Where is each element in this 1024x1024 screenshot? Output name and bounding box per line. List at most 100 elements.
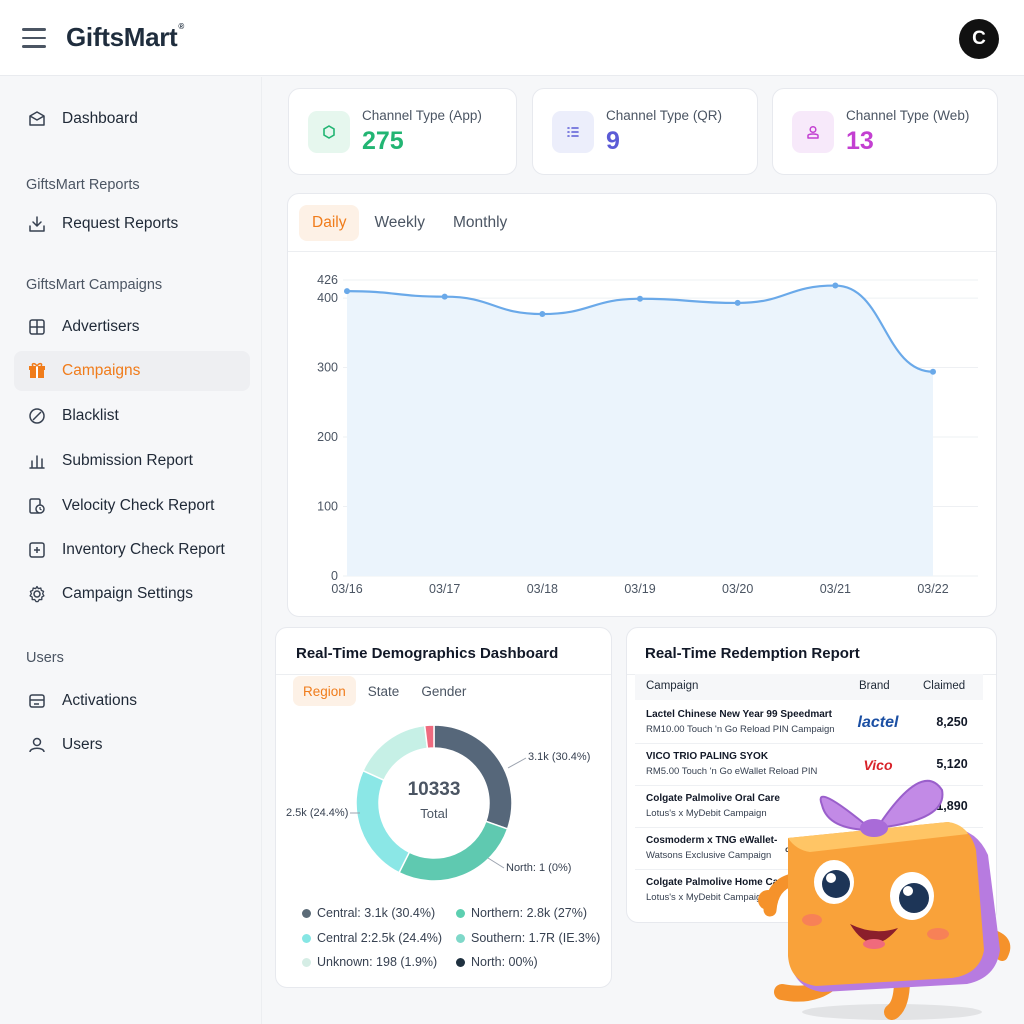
tab-daily[interactable]: Daily xyxy=(299,205,360,241)
data-point xyxy=(344,288,350,295)
sidebar-item-blacklist[interactable]: Blacklist xyxy=(14,396,250,436)
envelope-icon xyxy=(26,108,48,130)
tab-weekly[interactable]: Weekly xyxy=(374,214,425,231)
legend-dot xyxy=(456,908,465,918)
data-point xyxy=(637,295,643,302)
user-avatar[interactable]: C xyxy=(959,19,999,59)
hamburger-menu-icon[interactable] xyxy=(22,28,46,48)
hexagon-icon xyxy=(308,111,350,153)
user-icon xyxy=(792,111,834,153)
legend-label: Northern: 2.8k (27%) xyxy=(471,906,588,920)
donut-segment xyxy=(362,724,429,782)
sidebar-item-inventory-check-report[interactable]: Inventory Check Report xyxy=(14,530,250,570)
x-tick-label: 03/16 xyxy=(331,582,362,596)
sidebar-item-dashboard[interactable]: Dashboard xyxy=(14,99,250,139)
sidebar-item-submission-report[interactable]: Submission Report xyxy=(14,441,250,481)
demographics-tabs: Region State Gender xyxy=(293,676,478,706)
x-tick-label: 03/22 xyxy=(917,582,948,596)
y-tick-label: 300 xyxy=(317,361,338,375)
stat-label: Channel Type (App) xyxy=(362,108,482,123)
legend-item: Southern: 1.7R (IE.3%) xyxy=(456,931,600,945)
sidebar-item-velocity-check-report[interactable]: Velocity Check Report xyxy=(14,486,250,526)
section-label-reports: GiftsMart Reports xyxy=(26,177,140,193)
donut-callout-central: 3.1k (30.4%) xyxy=(528,751,591,763)
sidebar-item-label: Request Reports xyxy=(62,215,179,232)
tab-gender[interactable]: Gender xyxy=(421,683,467,699)
stat-value: 13 xyxy=(846,127,874,155)
x-tick-label: 03/18 xyxy=(527,582,558,596)
sidebar-item-label: Blacklist xyxy=(62,407,119,424)
top-header: GiftsMart® C xyxy=(0,0,1024,76)
sidebar: Dashboard GiftsMart Reports Request Repo… xyxy=(0,77,262,1024)
data-point xyxy=(832,282,839,289)
sidebar-item-label: Campaigns xyxy=(62,362,141,379)
donut-segment xyxy=(423,724,435,750)
table-row[interactable]: Lactel Chinese New Year 99 Speedmart RM1… xyxy=(635,702,983,744)
legend-label: Central 2:2.5k (24.4%) xyxy=(317,931,443,945)
stat-label: Channel Type (QR) xyxy=(606,108,723,123)
plus-box-icon xyxy=(26,539,48,561)
tab-monthly[interactable]: Monthly xyxy=(453,214,508,231)
brand-logo-vico: Vico xyxy=(863,757,893,773)
stat-value: 9 xyxy=(606,127,620,155)
legend-dot xyxy=(456,957,465,967)
table-row[interactable]: Colgate Palmolive Oral Care Lotus's x My… xyxy=(635,786,983,828)
callout-line xyxy=(487,857,505,869)
legend-item: Northern: 2.8k (27%) xyxy=(456,906,587,920)
table-row[interactable]: Colgate Palmolive Home Car Lotus's x MyD… xyxy=(635,870,983,912)
brand-logo[interactable]: GiftsMart® xyxy=(66,22,185,52)
campaign-subtitle: RM10.00 Touch 'n Go Reload PIN Campaign xyxy=(646,724,835,735)
sidebar-item-activations[interactable]: Activations xyxy=(14,681,250,721)
x-tick-label: 03/20 xyxy=(722,582,753,596)
redemption-table-header: Campaign Brand Claimed xyxy=(635,674,983,700)
legend-item: Central: 3.1k (30.4%) xyxy=(302,906,435,920)
stat-card-app: Channel Type (App) 275 xyxy=(288,88,517,175)
campaign-title: Cosmoderm x TNG eWallet- xyxy=(646,835,778,846)
y-tick-label: 200 xyxy=(317,430,338,444)
donut-segment xyxy=(398,820,509,882)
section-label-campaigns: GiftsMart Campaigns xyxy=(26,277,163,293)
donut-callout-north: North: 1 (0%) xyxy=(506,862,572,874)
chart-period-tabs: Daily Weekly Monthly xyxy=(299,205,522,241)
table-row[interactable]: VICO TRIO PALING SYOK RM5.00 Touch 'n Go… xyxy=(635,744,983,786)
brand-logo-lactel: lactel xyxy=(857,714,899,731)
activation-icon xyxy=(26,690,48,712)
legend-label: North: 00%) xyxy=(471,955,538,969)
stat-card-web: Channel Type (Web) 13 xyxy=(772,88,998,175)
sidebar-item-label: Users xyxy=(62,736,103,753)
clock-report-icon xyxy=(26,495,48,517)
download-icon xyxy=(26,213,48,235)
tab-region[interactable]: Region xyxy=(293,676,356,706)
campaign-subtitle: RM5.00 Touch 'n Go eWallet Reload PIN xyxy=(646,766,818,777)
legend-item: Central 2:2.5k (24.4%) xyxy=(302,931,442,945)
legend-dot xyxy=(302,908,311,918)
campaign-title: Colgate Palmolive Home Car xyxy=(646,877,783,888)
demographics-card: Real-Time Demographics Dashboard Region … xyxy=(275,627,612,988)
grid-icon xyxy=(26,316,48,338)
legend-dot xyxy=(302,933,311,943)
data-point xyxy=(930,368,936,375)
x-tick-label: 03/17 xyxy=(429,582,460,596)
campaign-title: Colgate Palmolive Oral Care xyxy=(646,793,780,804)
campaign-subtitle: Lotus's x MyDebit Campaign xyxy=(646,808,767,819)
sidebar-item-request-reports[interactable]: Request Reports xyxy=(14,204,250,244)
sidebar-item-campaign-settings[interactable]: Campaign Settings xyxy=(14,574,250,614)
area-chart: 0 100 200 300 400 426 03/16 03/17 03/18 03/19 03/2… xyxy=(317,273,978,596)
column-header-brand: Brand xyxy=(859,680,890,692)
y-tick-label: 400 xyxy=(317,291,338,305)
claimed-value: 8,250 xyxy=(936,715,968,729)
campaign-title: Lactel Chinese New Year 99 Speedmart xyxy=(646,709,833,720)
claimed-value: 5,120 xyxy=(936,757,968,771)
tab-state[interactable]: State xyxy=(367,683,400,699)
data-point xyxy=(734,299,741,306)
x-tick-label: 03/21 xyxy=(820,582,851,596)
donut-callout-central2: 2.5k (24.4%) xyxy=(286,807,349,819)
stat-card-qr: Channel Type (QR) 9 xyxy=(532,88,758,175)
claimed-value: 1,890 xyxy=(936,799,968,813)
column-header-campaign: Campaign xyxy=(646,680,699,692)
donut-chart xyxy=(350,724,527,882)
sidebar-item-advertisers[interactable]: Advertisers xyxy=(14,307,250,347)
demographics-divider xyxy=(276,674,611,675)
sidebar-item-users[interactable]: Users xyxy=(14,725,250,765)
sidebar-item-campaigns[interactable]: Campaigns xyxy=(14,351,250,391)
